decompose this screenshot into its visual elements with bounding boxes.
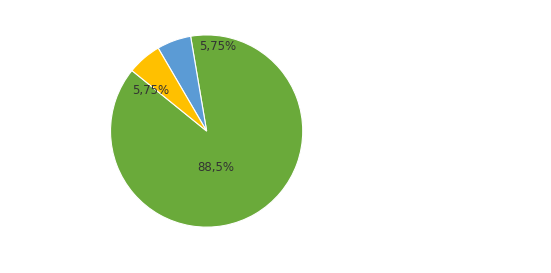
Text: 5,75%: 5,75% xyxy=(199,40,237,53)
Wedge shape xyxy=(132,48,207,131)
Text: 5,75%: 5,75% xyxy=(132,84,170,97)
Text: 88,5%: 88,5% xyxy=(198,161,235,174)
Wedge shape xyxy=(158,36,207,131)
Wedge shape xyxy=(111,35,302,227)
